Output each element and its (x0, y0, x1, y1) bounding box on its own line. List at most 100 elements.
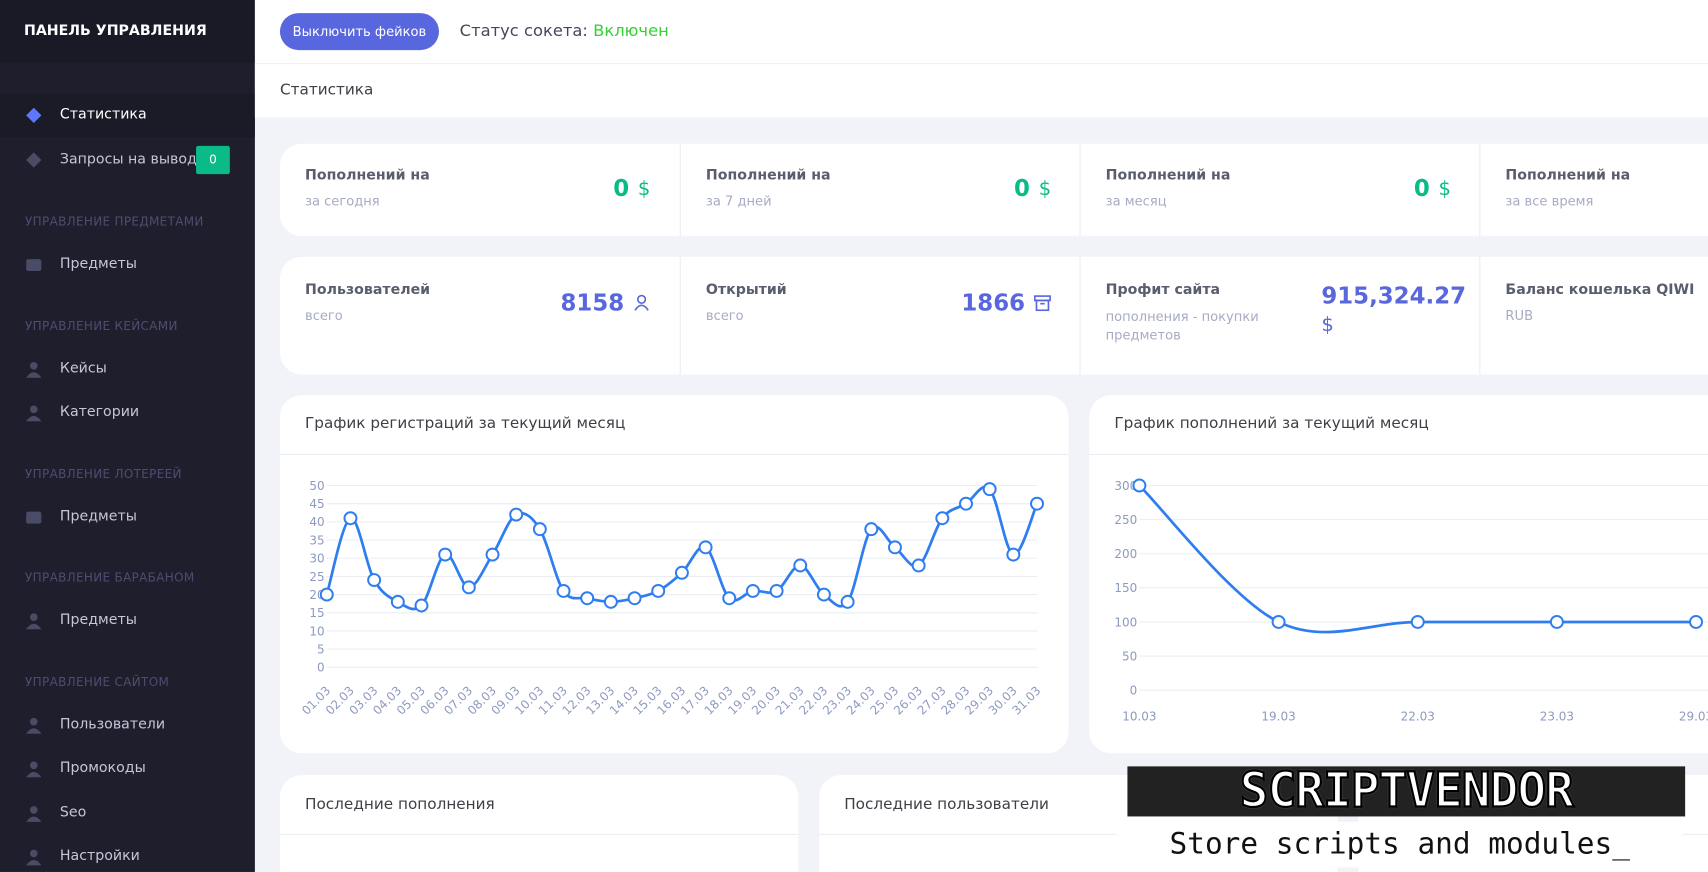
stats-row: Пополнений на за сегодня 0 $ Пополнений на за… (279, 143, 1708, 237)
data-point (461, 580, 476, 595)
sub-header: Статистика (254, 64, 1708, 118)
stat-card: Пополнений на за месяц 0 $ (1079, 143, 1480, 237)
icon-shape (26, 415, 42, 422)
y-tick-label: 5 (317, 642, 325, 656)
icon-shape (26, 371, 42, 378)
recent-card: Последние пополнения (279, 775, 799, 872)
y-tick-label: 50 (1122, 649, 1137, 663)
menu-item[interactable]: Пользователи (0, 703, 255, 747)
stat-value: 0 (613, 175, 630, 202)
stat-subtitle: за сегодня (305, 193, 380, 210)
data-point (1006, 547, 1021, 562)
data-point (556, 583, 571, 598)
menu-item[interactable]: Категории (0, 391, 255, 435)
stat-value-box: 8158 (560, 290, 650, 316)
stat-title: Пользователей (305, 281, 431, 299)
divider (279, 833, 799, 835)
icon-shape (29, 805, 38, 814)
stat-card: Пользователей всего 8158 (280, 257, 680, 375)
menu-icon (26, 107, 42, 124)
stat-title: Профит сайта (1105, 281, 1221, 299)
stat-icon (634, 294, 649, 311)
data-point (367, 573, 382, 588)
stat-value-box: 915,324.27 $ (1321, 283, 1466, 337)
y-tick-label: 0 (317, 661, 325, 675)
data-point (627, 591, 642, 606)
stat-subtitle: всего (305, 308, 343, 324)
section-heading: УПРАВЛЕНИЕ ПРЕДМЕТАМИ (25, 214, 204, 229)
stat-card: Пополнений на за 7 дней 0 $ (679, 143, 1081, 237)
menu-label: Категории (59, 403, 140, 421)
stat-subtitle: за 7 дней (705, 193, 772, 210)
data-point (959, 496, 973, 511)
stat-card: Пополнений на за все время (1479, 143, 1708, 237)
menu-item[interactable]: Предметы (0, 243, 255, 287)
y-tick-label: 150 (1114, 581, 1137, 595)
data-point (319, 587, 334, 602)
data-point (580, 591, 595, 606)
data-point (603, 594, 618, 609)
y-tick-label: 15 (309, 606, 324, 620)
icon-shape (26, 623, 42, 630)
chart: 0 50 100 150 200 250 300 10.03 19.03 22.03 23.03 29… (1114, 478, 1708, 724)
data-point (485, 547, 500, 562)
menu-item[interactable]: Кейсы (0, 347, 255, 391)
icon-shape (29, 849, 38, 858)
recent-title: Последние пользователи (844, 795, 1049, 814)
menu-label: Пользователи (59, 715, 166, 733)
menu-item[interactable]: Seo (0, 791, 255, 835)
menu-label: Запросы на вывод (59, 151, 197, 168)
y-tick-label: 10 (309, 624, 324, 638)
data-point (1132, 478, 1147, 493)
stat-value: 8158 (560, 289, 625, 316)
fake-toggle-button[interactable]: Выключить фейков (279, 13, 439, 51)
data-point (651, 583, 666, 598)
stat-value-box: 0 $ (613, 175, 650, 201)
data-point (816, 587, 831, 602)
menu-item[interactable]: Запросы на вывод 0 (0, 138, 255, 182)
icon-shape (26, 259, 42, 272)
data-point (769, 583, 784, 598)
stat-icon: $ (1321, 313, 1334, 337)
menu-item[interactable]: Предметы (0, 599, 255, 643)
stat-subtitle: RUB (1505, 308, 1534, 324)
y-tick-label: 35 (309, 533, 324, 547)
icon-shape (29, 761, 38, 770)
chart-card: График регистраций за текущий месяц 0 5 10 1… (279, 395, 1069, 754)
menu-item[interactable]: Статистика (0, 93, 255, 138)
data-point (509, 507, 524, 522)
menu-icon (26, 849, 42, 866)
section-heading: УПРАВЛЕНИЕ ЛОТЕРЕЕЙ (25, 466, 182, 481)
menu-item[interactable]: Предметы (0, 495, 255, 539)
stat-subtitle: за все время (1505, 193, 1594, 210)
icon-shape (29, 405, 38, 414)
divider (1089, 453, 1708, 456)
y-tick-label: 300 (1114, 479, 1137, 493)
menu-label: Предметы (59, 507, 137, 525)
data-point (793, 558, 808, 573)
data-point (390, 594, 405, 609)
y-tick-label: 40 (309, 515, 324, 529)
menu-icon (26, 511, 42, 524)
icon-shape (26, 107, 42, 124)
menu-icon (26, 761, 42, 778)
menu-icon (26, 717, 42, 734)
data-point (864, 522, 879, 537)
y-tick-label: 25 (309, 570, 324, 584)
menu-item[interactable]: Настройки (0, 835, 255, 872)
icon-shape (29, 361, 38, 370)
x-tick-label: 22.03 (1401, 710, 1435, 724)
data-point (722, 591, 737, 606)
y-tick-label: 45 (309, 497, 324, 511)
section-heading: УПРАВЛЕНИЕ САЙТОМ (25, 674, 170, 689)
data-point (674, 565, 689, 580)
divider (819, 833, 1338, 835)
section-heading: УПРАВЛЕНИЕ КЕЙСАМИ (25, 318, 178, 333)
stat-value: 0 (1014, 175, 1030, 202)
data-point (840, 594, 855, 609)
y-tick-label: 200 (1114, 547, 1137, 561)
chart-card: График пополнений за текущий месяц 0 50 100… (1089, 395, 1708, 754)
stat-icon: $ (637, 176, 651, 200)
sidebar-header (0, 0, 255, 64)
menu-item[interactable]: Промокоды (0, 747, 255, 791)
